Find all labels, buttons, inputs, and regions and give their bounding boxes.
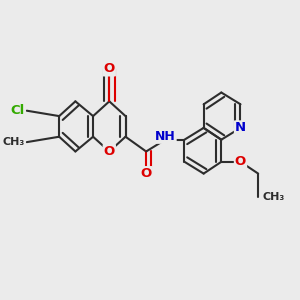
Text: O: O — [104, 145, 115, 158]
Text: CH₃: CH₃ — [3, 137, 25, 147]
Text: CH₃: CH₃ — [263, 192, 285, 202]
Text: O: O — [140, 167, 152, 180]
Text: O: O — [235, 155, 246, 168]
Text: N: N — [235, 122, 246, 134]
Text: O: O — [104, 62, 115, 75]
Text: NH: NH — [155, 130, 176, 143]
Text: Cl: Cl — [11, 104, 25, 117]
